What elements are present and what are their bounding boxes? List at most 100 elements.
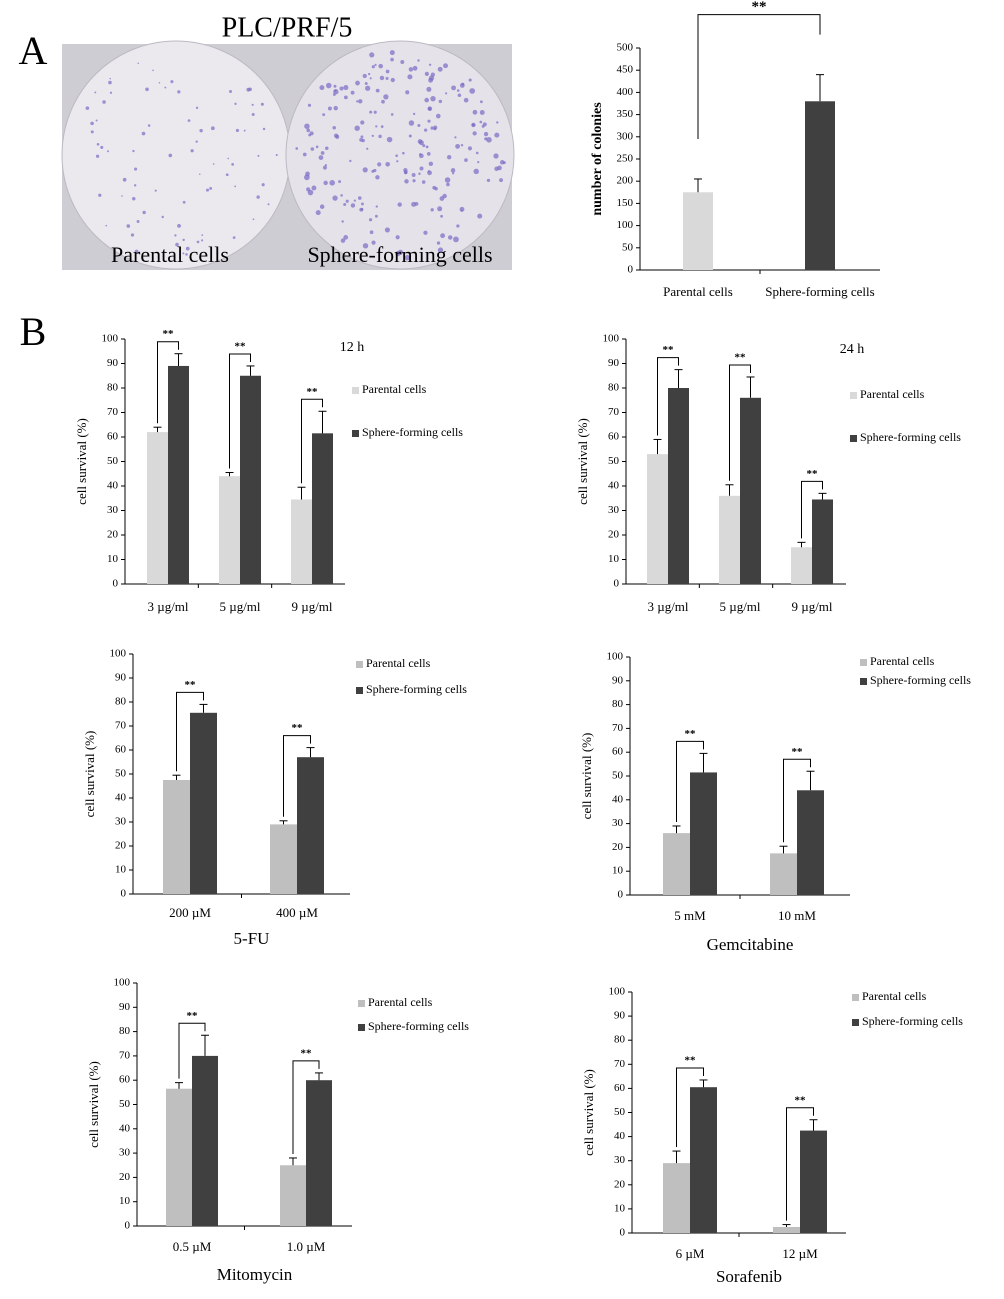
colony [403, 167, 408, 173]
colony [105, 224, 108, 227]
colony [340, 238, 346, 243]
colony [85, 106, 90, 110]
colony [100, 145, 104, 149]
colony [469, 88, 476, 94]
colony [479, 100, 483, 104]
colony [459, 206, 465, 212]
y-tick-label: 40 [107, 480, 119, 492]
y-tick-label: 40 [614, 1130, 626, 1142]
legend-label: Sphere-forming cells [860, 430, 961, 444]
colony [451, 85, 456, 91]
colony [371, 65, 375, 69]
significance-label: ** [187, 1010, 199, 1022]
colony [408, 67, 414, 72]
colony [374, 214, 378, 218]
colony [379, 75, 385, 81]
colony [430, 95, 436, 102]
colony [339, 86, 344, 91]
y-tick-label: 30 [107, 504, 119, 516]
colony [424, 97, 430, 103]
bar [166, 1088, 192, 1226]
colony [262, 127, 266, 131]
bar [683, 192, 713, 270]
chart-title: 24 h [840, 342, 865, 357]
colony [154, 189, 157, 192]
y-tick-label: 250 [617, 153, 634, 165]
colony [132, 149, 135, 153]
colony [400, 60, 405, 64]
colony [437, 206, 443, 212]
colony [364, 82, 368, 85]
y-tick-label: 20 [614, 1178, 626, 1190]
colony [311, 185, 317, 191]
colony [199, 128, 203, 133]
colony [185, 253, 188, 256]
colony [385, 161, 391, 167]
colony [453, 236, 459, 243]
y-tick-label: 100 [114, 977, 131, 989]
colony [396, 160, 399, 163]
colony [438, 99, 443, 104]
colony [261, 183, 265, 187]
colony [380, 125, 384, 128]
x-tick-label: 200 µM [169, 905, 211, 920]
colony [360, 207, 364, 211]
colony [455, 143, 461, 149]
y-tick-label: 30 [115, 816, 127, 828]
significance-label: ** [735, 352, 747, 364]
colony [464, 158, 468, 162]
photo-title: PLC/PRF/5 [222, 12, 353, 43]
bar [805, 101, 835, 270]
colony [225, 173, 229, 177]
legend-label: Sphere-forming cells [870, 673, 971, 687]
colony [397, 202, 402, 207]
legend-label: Sphere-forming cells [366, 682, 467, 696]
y-tick-label: 0 [113, 578, 119, 590]
significance-bracket [697, 14, 821, 139]
colony [195, 140, 198, 143]
legend-label: Parental cells [368, 995, 433, 1009]
y-tick-label: 70 [612, 722, 624, 734]
bar [740, 397, 761, 584]
colony [256, 195, 260, 199]
colony [95, 119, 98, 122]
legend-swatch [860, 659, 867, 666]
significance-bracket [783, 758, 811, 843]
y-axis-label: cell survival (%) [581, 1069, 596, 1156]
bar [190, 712, 217, 894]
colony [390, 113, 394, 116]
y-tick-label: 0 [628, 264, 634, 276]
y-axis-label: number of colonies [590, 102, 605, 216]
panel-letter: B [20, 309, 47, 354]
colony [243, 129, 246, 132]
y-tick-label: 60 [608, 431, 620, 443]
legend-label: Parental cells [362, 382, 427, 396]
colony [360, 120, 365, 125]
colony [479, 110, 485, 115]
colony [404, 179, 409, 184]
significance-label: ** [301, 1047, 313, 1059]
colony [304, 123, 310, 129]
y-tick-label: 90 [115, 672, 127, 684]
colony [460, 143, 464, 147]
colony [185, 246, 190, 251]
x-tick-label: 9 µg/ml [791, 599, 832, 614]
colony [122, 177, 127, 182]
colony [333, 84, 337, 88]
colony [444, 177, 451, 183]
colony [340, 194, 343, 197]
y-tick-label: 10 [107, 553, 119, 565]
y-axis-label: cell survival (%) [74, 418, 89, 505]
colony [322, 165, 327, 170]
bar [312, 433, 333, 584]
colony [325, 82, 332, 89]
colony [318, 155, 324, 160]
colony [307, 103, 312, 107]
x-tick-label: Parental cells [663, 284, 733, 299]
colony [419, 166, 424, 171]
y-tick-label: 100 [607, 651, 624, 663]
y-tick-label: 50 [608, 455, 620, 467]
colony [430, 72, 435, 77]
colony [232, 236, 236, 239]
colony [477, 161, 480, 164]
